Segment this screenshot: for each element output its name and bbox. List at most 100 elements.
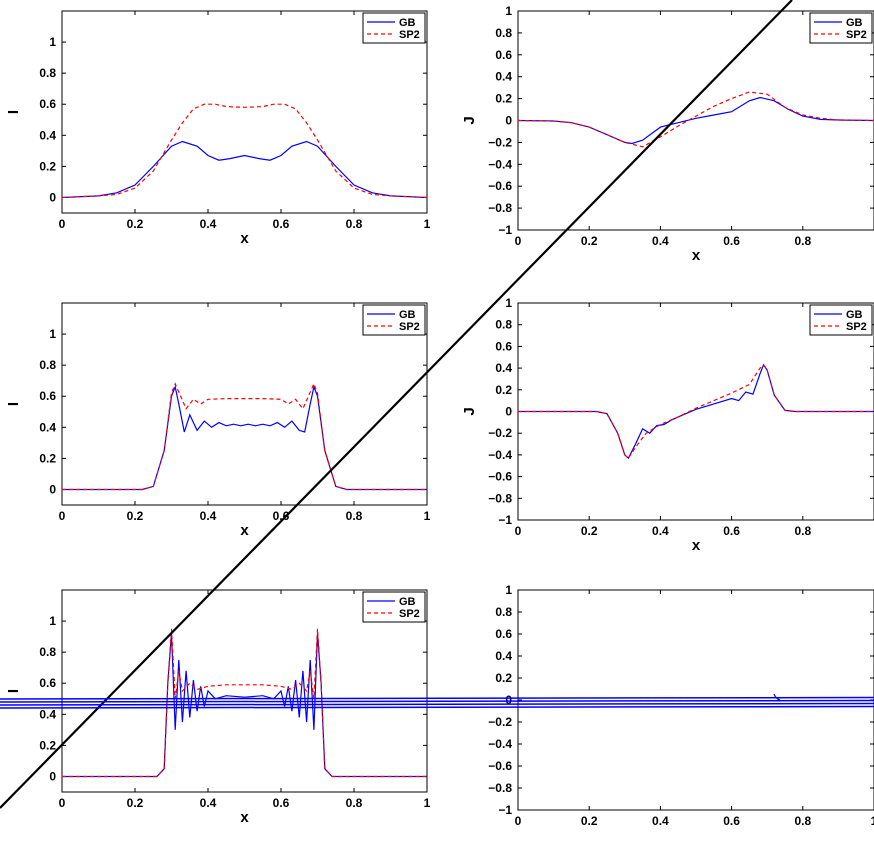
y-tick-label: 0.6 — [39, 676, 56, 690]
y-tick-label: 0.6 — [39, 389, 56, 403]
stray-horizontal-line — [0, 699, 874, 703]
legend-label: GB — [399, 17, 416, 29]
legend-label: SP2 — [399, 29, 420, 41]
x-tick-label: 1 — [424, 217, 431, 231]
y-tick-label: 0.4 — [495, 649, 512, 663]
y-tick-label: −0.4 — [488, 157, 512, 171]
series-line-sp2 — [62, 103, 427, 199]
legend-label: GB — [846, 17, 863, 29]
x-tick-label: 0.2 — [127, 796, 144, 810]
y-tick-label: 0.6 — [39, 97, 56, 111]
y-tick-label: 0.2 — [39, 738, 56, 752]
y-tick-label: −0.2 — [488, 426, 512, 440]
y-tick-label: 0.4 — [495, 361, 512, 375]
x-tick-label: 0.4 — [200, 217, 217, 231]
x-tick-label: 0.2 — [127, 509, 144, 523]
y-tick-label: 1 — [505, 583, 512, 597]
y-tick-label: 1 — [505, 296, 512, 310]
subplot-4: 0 0.2 0.4 0.6 0.8 −1 −0.8 −0.6 −0.4 −0.2 0 0.2 0.4 0.… — [461, 296, 874, 554]
y-axis-label: I — [5, 402, 22, 406]
x-tick-label: 0 — [59, 509, 66, 523]
x-tick-label: 1 — [424, 509, 431, 523]
x-axis-label: x — [240, 522, 249, 539]
x-tick-label: 0.8 — [346, 796, 363, 810]
x-tick-label: 0.4 — [652, 524, 669, 538]
y-tick-label: 1 — [49, 35, 56, 49]
legend-label: SP2 — [399, 321, 420, 333]
legend-box — [809, 304, 873, 336]
y-tick-label: 0.6 — [495, 627, 512, 641]
y-tick-label: 0 — [49, 190, 56, 204]
y-tick-label: 0.8 — [495, 26, 512, 40]
stray-horizontal-line — [0, 702, 874, 706]
y-tick-label: 0.2 — [495, 671, 512, 685]
axes-box — [517, 10, 874, 231]
series-line-sp2 — [62, 628, 427, 778]
y-tick-label: −0.8 — [488, 491, 512, 505]
legend-label: GB — [399, 309, 416, 321]
x-axis-label: x — [240, 809, 249, 826]
y-tick-label: 0 — [505, 114, 512, 128]
series-line-sp2 — [518, 91, 874, 148]
x-tick-label: 0.8 — [794, 524, 811, 538]
x-tick-label: 0.6 — [273, 217, 290, 231]
x-tick-label: 0.2 — [127, 217, 144, 231]
y-tick-label: 0.6 — [495, 48, 512, 62]
x-tick-label: 0 — [515, 814, 522, 828]
legend-box — [362, 591, 426, 623]
x-tick-label: 0.4 — [200, 509, 217, 523]
x-tick-label: 0.2 — [581, 814, 598, 828]
x-tick-label: 0.6 — [273, 509, 290, 523]
x-tick-label: 0 — [515, 234, 522, 248]
legend-box — [809, 12, 873, 44]
y-tick-label: −0.2 — [488, 715, 512, 729]
y-tick-label: −0.2 — [488, 135, 512, 149]
series-line-sp2 — [518, 363, 874, 460]
x-tick-label: 0 — [59, 796, 66, 810]
x-tick-label: 0.4 — [652, 234, 669, 248]
y-tick-label: −0.6 — [488, 179, 512, 193]
y-tick-label: 0 — [49, 482, 56, 496]
x-tick-label: 0.8 — [794, 234, 811, 248]
y-tick-label: 0.4 — [39, 128, 56, 142]
x-tick-label: 0.6 — [723, 524, 740, 538]
legend-label: SP2 — [846, 29, 867, 41]
y-tick-label: 0.2 — [495, 92, 512, 106]
axes-box — [61, 10, 428, 214]
y-tick-label: 0 — [49, 769, 56, 783]
y-tick-label: −0.6 — [488, 470, 512, 484]
y-tick-label: −1 — [498, 223, 512, 237]
y-tick-label: 0.8 — [495, 318, 512, 332]
x-axis-label: x — [240, 230, 249, 247]
y-tick-label: 1 — [49, 327, 56, 341]
y-tick-label: −0.4 — [488, 737, 512, 751]
diagonal-overlay-line — [0, 0, 793, 809]
y-tick-label: 0.6 — [495, 339, 512, 353]
legend-label: GB — [399, 596, 416, 608]
x-tick-label: 0.8 — [794, 814, 811, 828]
y-tick-label: −0.8 — [488, 201, 512, 215]
subplot-2: 0 0.2 0.4 0.6 0.8 −1 −0.8 −0.6 −0.4 −0.2 0 0.2 0.4 0.… — [461, 4, 874, 264]
stray-horizontal-line — [0, 705, 874, 709]
x-tick-label: 0.6 — [273, 796, 290, 810]
y-axis-label: J — [461, 407, 478, 415]
y-tick-label: 0.2 — [39, 451, 56, 465]
stray-curve-mark — [773, 693, 781, 701]
x-axis-label: x — [692, 537, 701, 554]
legend-box — [362, 304, 426, 336]
axes-box — [61, 589, 428, 793]
y-axis-label: I — [5, 689, 22, 693]
x-tick-label: 1 — [871, 814, 874, 828]
axes-box — [61, 302, 428, 506]
y-tick-label: 0.4 — [495, 70, 512, 84]
y-tick-label: −0.8 — [488, 781, 512, 795]
y-tick-label: −0.4 — [488, 448, 512, 462]
y-tick-label: −1 — [498, 803, 512, 817]
